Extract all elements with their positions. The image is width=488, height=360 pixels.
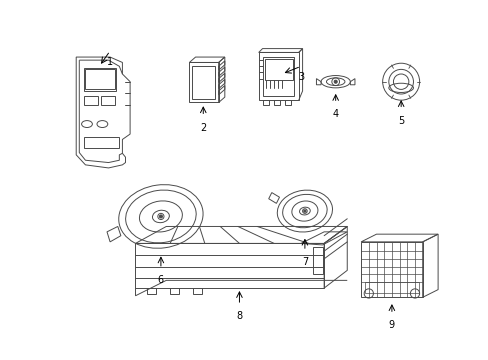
Bar [264,59,292,80]
Circle shape [303,210,305,212]
Bar [192,66,214,99]
Bar [189,62,218,103]
Text: 4: 4 [332,109,338,120]
Bar [84,68,116,91]
Bar [84,137,119,148]
Text: 3: 3 [297,72,304,82]
Bar [258,53,298,100]
Text: 9: 9 [388,320,394,330]
Bar [263,57,293,95]
Text: 5: 5 [397,116,404,126]
Text: 6: 6 [158,275,163,285]
Text: 1: 1 [107,57,113,67]
Bar [84,95,98,105]
Circle shape [159,215,162,218]
Bar [312,247,323,274]
Text: 8: 8 [236,311,242,321]
Circle shape [333,80,337,83]
Bar [85,69,115,89]
Text: 7: 7 [301,257,307,267]
Bar [360,242,422,297]
Text: 2: 2 [200,122,206,132]
Bar [101,95,115,105]
Bar [364,282,418,293]
